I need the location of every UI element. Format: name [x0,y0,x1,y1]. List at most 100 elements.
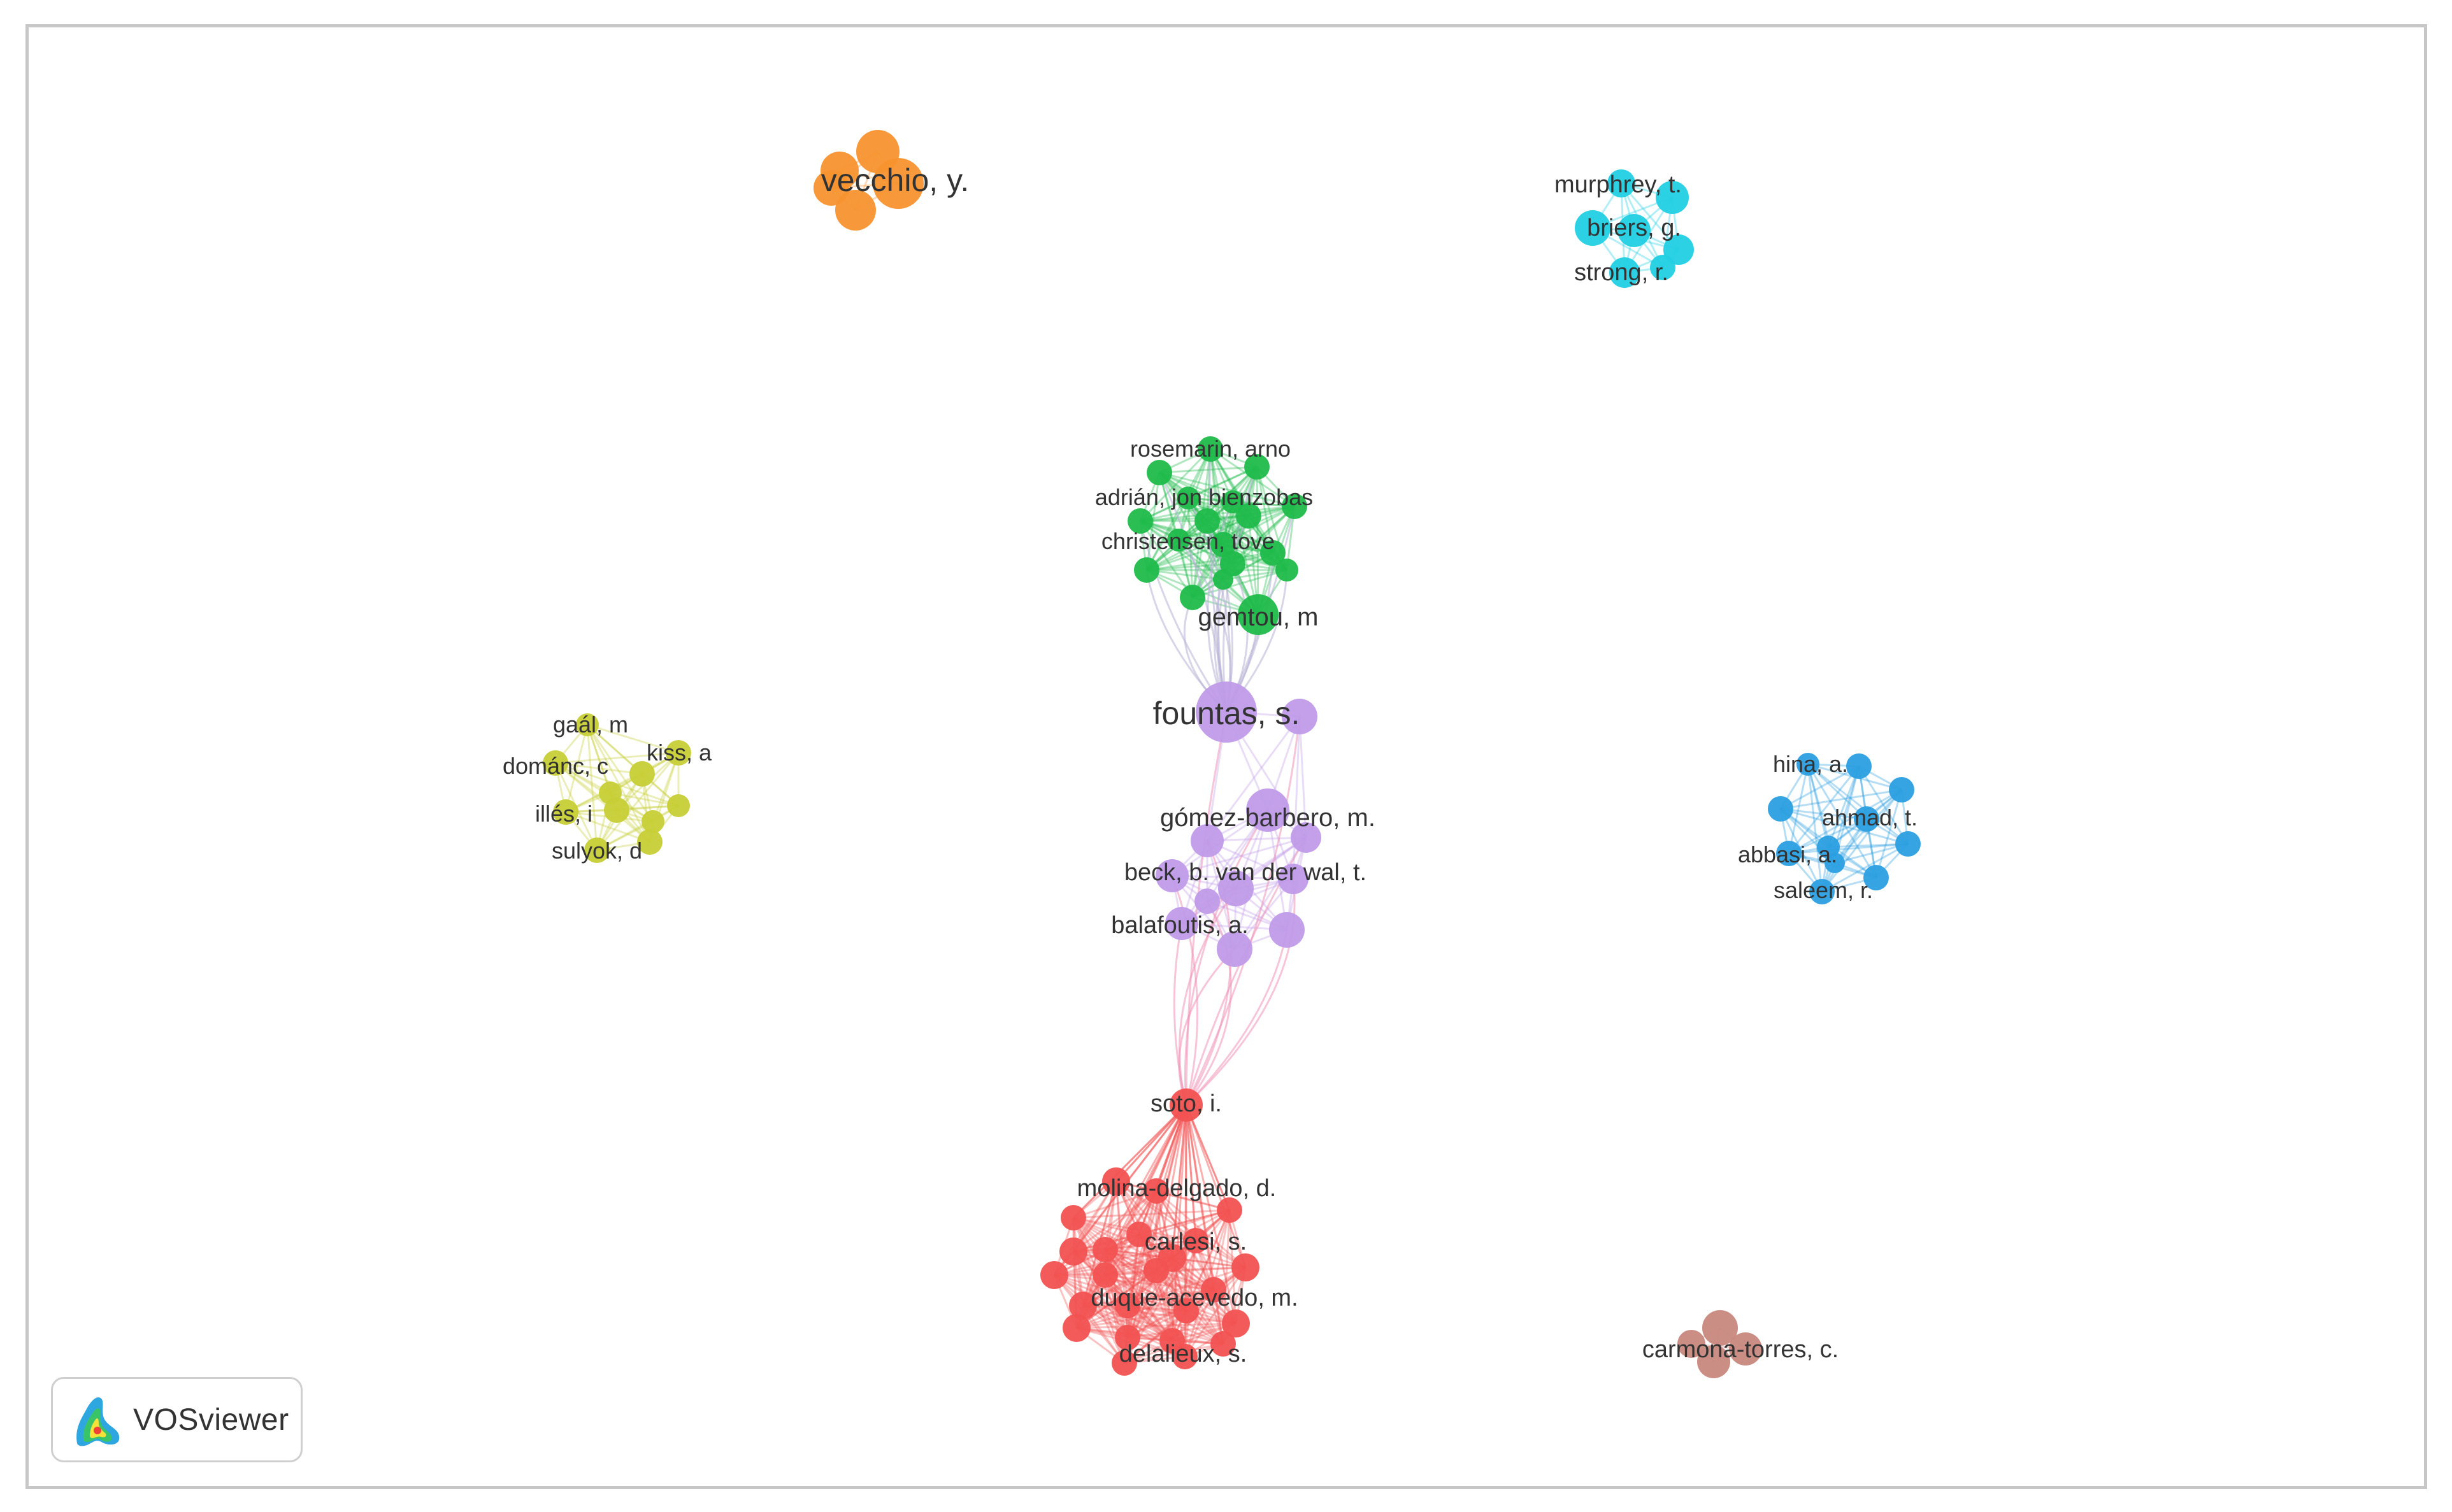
author-node-purple[interactable] [1156,859,1189,892]
author-node-green[interactable] [1210,532,1236,557]
author-node-purple[interactable] [1217,931,1252,967]
author-node-blue[interactable] [1863,865,1889,890]
author-node-purple[interactable] [1194,888,1220,914]
author-node-green[interactable] [1167,529,1190,552]
author-node-red[interactable] [1170,1088,1203,1122]
author-node-green[interactable] [1275,559,1298,581]
author-label-strong[interactable]: strong, r. [1574,259,1668,286]
author-label-doman[interactable]: dománc, c [503,753,608,779]
author-node-blue[interactable] [1809,879,1835,904]
author-node-red[interactable] [1040,1261,1068,1289]
author-node-red[interactable] [1115,1293,1140,1318]
author-node-red[interactable] [1115,1325,1140,1350]
author-node-red[interactable] [1093,1237,1118,1262]
author-node-red[interactable] [1222,1309,1250,1337]
author-node-green[interactable] [1128,508,1153,534]
author-node-red[interactable] [1069,1292,1097,1320]
author-node-yellow[interactable] [584,838,610,863]
author-node-green[interactable] [1244,454,1270,480]
author-node-cyan[interactable] [1656,181,1689,214]
author-node-red[interactable] [1210,1331,1236,1357]
author-node-cyan[interactable] [1650,255,1675,280]
author-node-purple[interactable] [1269,912,1305,948]
author-node-yellow[interactable] [553,799,578,825]
author-node-green[interactable] [1147,460,1172,485]
author-node-green[interactable] [1221,490,1244,513]
author-node-green[interactable] [1194,508,1220,534]
author-label-carmona-torres[interactable]: carmona-torres, c. [1642,1336,1839,1363]
author-node-yellow[interactable] [576,713,599,736]
author-node-red[interactable] [1093,1262,1118,1288]
author-node-yellow[interactable] [604,797,629,823]
author-node-cyan[interactable] [1663,234,1694,265]
author-label-carlesi[interactable]: carlesi, s. [1145,1229,1247,1255]
author-node-red[interactable] [1112,1350,1137,1376]
author-node-purple[interactable] [1191,824,1224,857]
author-node-green[interactable] [1134,557,1159,583]
author-node-red[interactable] [1102,1167,1130,1195]
author-node-cyan[interactable] [1609,257,1640,288]
author-node-green[interactable] [1180,585,1205,610]
author-label-rosemarin[interactable]: rosemarin, arno [1130,436,1291,462]
author-node-red[interactable] [1144,1258,1169,1283]
author-node-blue[interactable] [1825,853,1845,873]
author-node-green[interactable] [1198,436,1223,462]
author-label-illes[interactable]: illés, i [535,801,592,827]
author-node-blue[interactable] [1889,777,1914,802]
author-node-purple[interactable] [1282,699,1317,734]
author-node-green[interactable] [1282,494,1307,519]
author-label-balafoutis[interactable]: balafoutis, a. [1111,912,1248,939]
author-label-hina[interactable]: hina, a. [1773,751,1848,777]
author-label-vecchio[interactable]: vecchio, y. [821,162,970,198]
author-node-green[interactable] [1236,503,1261,529]
author-node-blue[interactable] [1895,831,1921,857]
author-node-red[interactable] [1183,1228,1208,1253]
author-node-brown[interactable] [1729,1332,1762,1366]
author-node-orange[interactable] [835,190,876,231]
author-node-red[interactable] [1061,1205,1086,1230]
author-node-yellow[interactable] [629,761,655,787]
author-label-kiss[interactable]: kiss, a [647,739,712,766]
author-node-yellow[interactable] [667,794,690,817]
author-node-yellow[interactable] [666,740,691,766]
author-node-blue[interactable] [1846,753,1872,779]
author-node-red[interactable] [1173,1298,1199,1323]
author-node-brown[interactable] [1697,1345,1730,1378]
author-node-yellow[interactable] [642,810,664,833]
author-node-blue[interactable] [1796,753,1819,776]
author-label-saleem[interactable]: saleem, r. [1774,877,1873,903]
author-node-red[interactable] [1217,1197,1242,1223]
author-label-ahmad[interactable]: ahmad, t. [1822,804,1918,831]
author-node-purple[interactable] [1196,681,1257,743]
author-label-beck[interactable]: beck, b. van der wal, t. [1124,859,1366,886]
author-label-duque-acevedo[interactable]: duque-acevedo, m. [1091,1285,1298,1311]
author-label-gomez-barbero[interactable]: gómez-barbero, m. [1160,804,1375,832]
author-node-red[interactable] [1201,1277,1226,1302]
author-node-blue[interactable] [1768,796,1793,822]
author-node-cyan[interactable] [1607,169,1635,197]
author-node-red[interactable] [1126,1222,1152,1247]
author-label-gaal[interactable]: gaál, m [553,711,628,738]
author-node-red[interactable] [1063,1314,1091,1342]
author-node-red[interactable] [1059,1237,1087,1266]
author-label-briers[interactable]: briers, g. [1587,215,1681,241]
author-node-purple[interactable] [1291,822,1321,853]
author-node-orange[interactable] [814,170,849,206]
author-label-christensen[interactable]: christensen, tove [1101,528,1275,554]
author-node-purple[interactable] [1278,864,1308,894]
author-node-purple[interactable] [1246,788,1289,832]
author-node-red[interactable] [1144,1178,1169,1204]
author-node-cyan[interactable] [1575,210,1610,246]
author-node-blue[interactable] [1817,836,1840,859]
author-node-green[interactable] [1213,569,1233,590]
author-node-purple[interactable] [1165,907,1198,940]
author-node-brown[interactable] [1702,1310,1738,1346]
network-nodes[interactable] [543,130,1921,1378]
author-label-delalieux[interactable]: delalieux, s. [1119,1341,1247,1367]
author-node-green[interactable] [1260,540,1286,566]
author-node-yellow[interactable] [543,750,568,776]
author-node-blue[interactable] [1776,841,1802,866]
author-node-green[interactable] [1238,594,1279,635]
author-node-cyan[interactable] [1617,214,1651,247]
